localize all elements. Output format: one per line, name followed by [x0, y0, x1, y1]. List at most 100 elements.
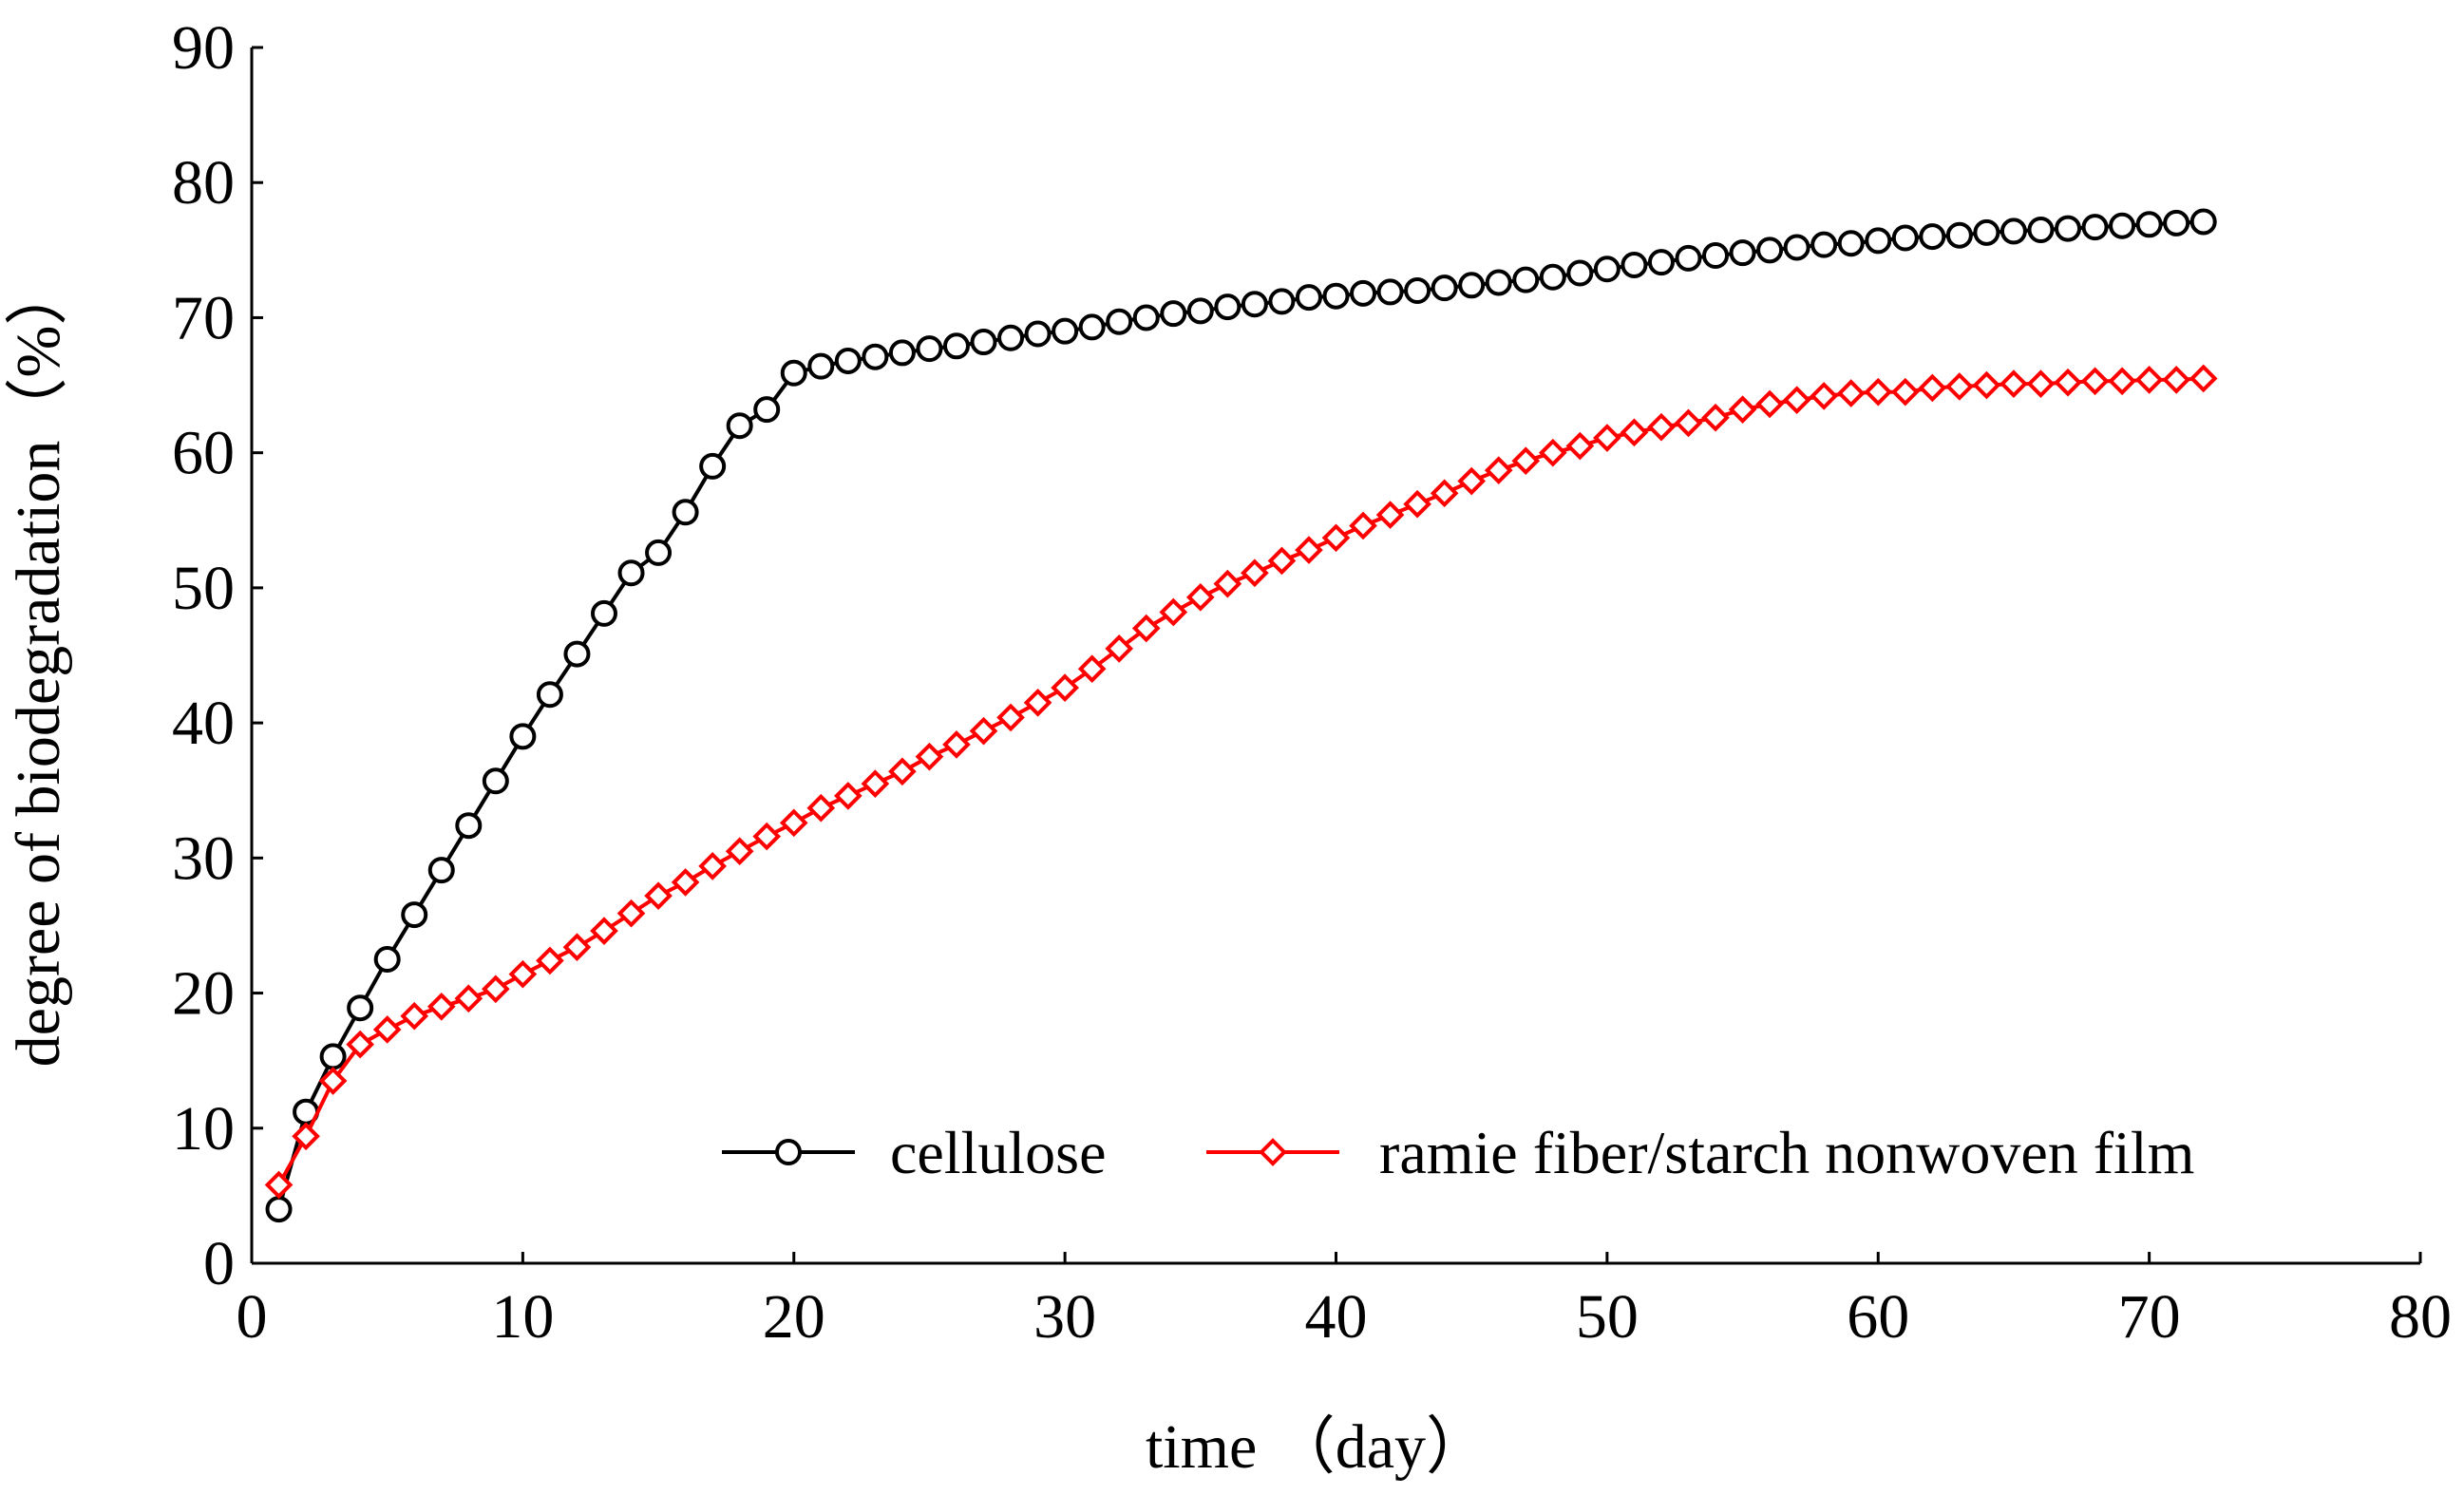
data-point — [915, 742, 944, 771]
data-point — [2163, 209, 2190, 237]
y-tick-label: 90 — [172, 13, 235, 83]
data-point — [1186, 297, 1214, 325]
data-point — [1458, 272, 1486, 299]
data-point — [1132, 304, 1160, 331]
y-tick-label: 10 — [172, 1094, 235, 1164]
data-point — [1214, 293, 1241, 321]
data-point — [1890, 377, 1920, 407]
data-point — [1620, 418, 1649, 447]
data-point — [347, 994, 374, 1022]
data-point — [942, 730, 971, 759]
data-point — [1647, 249, 1675, 276]
data-point — [427, 857, 455, 884]
legend-entry: ramie fiber/starch nonwoven film — [1206, 1119, 2194, 1186]
data-point — [2109, 212, 2136, 239]
x-tick-label: 40 — [1305, 1282, 1368, 1352]
data-point — [1810, 231, 1838, 258]
data-point — [1485, 269, 1512, 296]
data-point — [1023, 688, 1052, 717]
data-point — [1729, 239, 1756, 267]
y-tick-label: 30 — [172, 823, 235, 893]
data-point — [671, 868, 700, 897]
data-point — [346, 1030, 374, 1059]
data-point — [1621, 251, 1648, 278]
x-tick-label: 20 — [763, 1282, 825, 1352]
data-point — [400, 1001, 429, 1031]
data-point — [1024, 320, 1052, 348]
legend-entry: cellulose — [722, 1119, 1106, 1186]
data-point — [1403, 489, 1431, 519]
data-point — [482, 975, 510, 1004]
data-point — [1077, 654, 1107, 684]
data-point — [888, 339, 916, 367]
data-point — [509, 723, 537, 750]
legend-label: cellulose — [890, 1119, 1106, 1186]
data-point — [1106, 308, 1133, 335]
data-point — [264, 1170, 294, 1200]
data-point — [1241, 291, 1268, 318]
data-point — [779, 808, 808, 838]
data-point — [753, 396, 781, 424]
legend: cellulose ramie fiber/starch nonwoven fil… — [722, 1119, 2194, 1186]
legend-label: ramie fiber/starch nonwoven film — [1379, 1119, 2194, 1186]
data-point — [1512, 266, 1540, 293]
data-point — [2081, 214, 2109, 241]
y-tick-label: 50 — [172, 554, 235, 623]
data-point — [1675, 244, 1702, 272]
data-point — [1865, 227, 1892, 255]
data-point — [1431, 274, 1458, 302]
data-point — [1539, 263, 1566, 291]
data-point — [1891, 224, 1919, 252]
data-point — [699, 452, 727, 480]
y-tick-label: 70 — [172, 283, 235, 352]
data-point — [1484, 456, 1513, 484]
data-point — [1973, 218, 2000, 246]
data-point — [1349, 511, 1377, 540]
y-axis-title: degree of biodegradation（%） — [4, 263, 73, 1068]
data-point — [806, 793, 836, 823]
data-point — [1566, 259, 1594, 287]
data-point — [1836, 379, 1866, 407]
data-point — [1267, 546, 1297, 576]
data-point — [2055, 215, 2082, 242]
data-point — [2189, 364, 2218, 393]
data-point — [916, 335, 943, 363]
data-point — [2000, 369, 2028, 398]
data-point — [1430, 479, 1459, 508]
data-point — [645, 539, 673, 566]
x-axis-title: time （day） — [1146, 1412, 1488, 1482]
data-point — [2000, 218, 2027, 245]
data-point — [1295, 536, 1323, 564]
x-tick-label: 50 — [1576, 1282, 1639, 1352]
data-point — [1593, 424, 1621, 452]
data-point — [1185, 583, 1215, 612]
data-point — [2189, 208, 2217, 236]
x-tick-label: 60 — [1847, 1282, 1909, 1352]
data-point — [2162, 366, 2190, 394]
data-point — [1674, 408, 1703, 438]
data-point — [1565, 431, 1595, 461]
data-point — [373, 946, 401, 973]
data-point — [1647, 412, 1676, 442]
data-point — [644, 881, 673, 910]
data-point — [319, 1043, 347, 1070]
data-point — [888, 757, 917, 786]
data-point — [563, 640, 591, 668]
data-point — [672, 499, 699, 526]
data-point — [617, 559, 645, 587]
data-point — [807, 352, 835, 380]
y-tick-label: 40 — [172, 689, 235, 758]
x-tick-label: 80 — [2389, 1282, 2452, 1352]
y-tick-label: 20 — [172, 959, 235, 1029]
data-point — [1375, 501, 1405, 529]
data-point — [1160, 300, 1187, 328]
data-point — [562, 933, 592, 962]
data-point — [833, 782, 862, 810]
data-point — [942, 332, 970, 360]
data-point — [1268, 288, 1296, 315]
data-point — [1052, 317, 1079, 345]
data-point — [401, 901, 428, 929]
data-point — [1918, 373, 1947, 403]
